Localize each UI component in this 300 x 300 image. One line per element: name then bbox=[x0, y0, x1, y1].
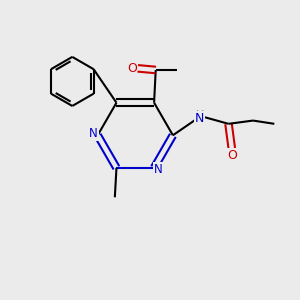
Text: N: N bbox=[154, 163, 162, 176]
Text: H: H bbox=[196, 110, 204, 120]
Text: O: O bbox=[127, 62, 137, 75]
Text: N: N bbox=[89, 127, 98, 140]
Text: N: N bbox=[194, 112, 204, 125]
Text: O: O bbox=[227, 149, 237, 162]
